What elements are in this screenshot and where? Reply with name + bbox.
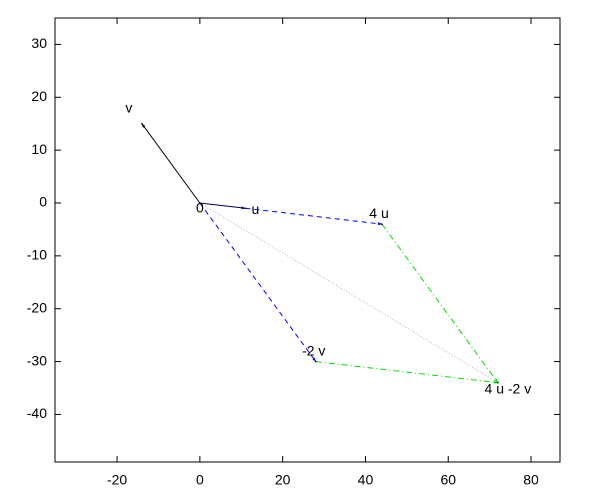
x-tick-label: 20	[275, 472, 291, 488]
y-tick-label: -10	[27, 247, 47, 263]
vector-tip	[497, 381, 499, 384]
vector-label: -2 v	[302, 342, 325, 358]
x-tick-label: 40	[358, 472, 374, 488]
vector-label: 4 u -2 v	[485, 380, 532, 396]
vector-tip	[314, 360, 317, 363]
vector-label: u	[252, 201, 260, 217]
vector-segment	[199, 202, 316, 362]
vector-segment	[381, 223, 498, 383]
vector-tip	[199, 202, 201, 204]
vector-segment	[245, 207, 382, 224]
vector-label: 0	[196, 200, 204, 216]
vector-segment	[199, 202, 499, 384]
vector-label: v	[125, 99, 132, 115]
x-tick-label: 80	[523, 472, 539, 488]
plot-frame	[54, 17, 561, 463]
vector-tip	[244, 207, 247, 210]
y-tick-label: 0	[39, 194, 47, 210]
vector-segment	[199, 202, 246, 208]
vector-segment	[315, 361, 498, 383]
vector-segment	[142, 124, 201, 204]
x-tick-label: -20	[107, 472, 127, 488]
y-tick-label: 30	[31, 35, 47, 51]
y-tick-label: 10	[31, 141, 47, 157]
vector-tip	[381, 223, 383, 225]
x-tick-label: 60	[440, 472, 456, 488]
vector-label: 4 u	[369, 205, 388, 221]
y-tick-label: -40	[27, 405, 47, 421]
vector-tip	[141, 122, 143, 125]
x-tick-label: 0	[196, 472, 204, 488]
y-tick-label: 20	[31, 88, 47, 104]
y-tick-label: -30	[27, 352, 47, 368]
y-tick-label: -20	[27, 299, 47, 315]
